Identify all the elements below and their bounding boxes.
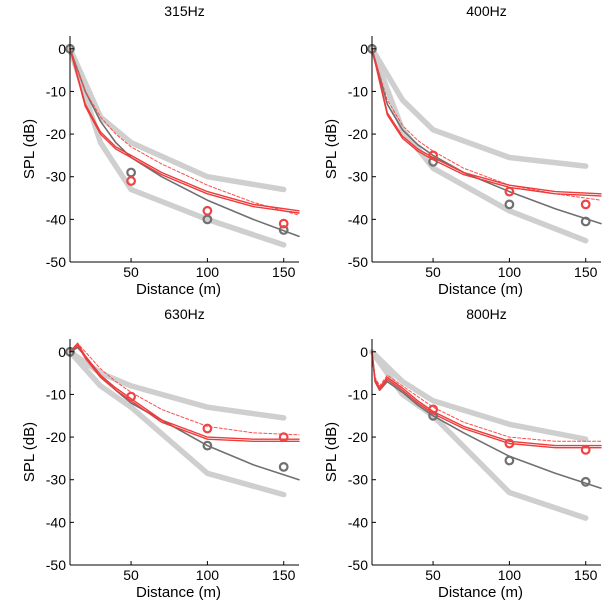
y-tick-label: -40 xyxy=(46,211,66,227)
x-tick-label: 150 xyxy=(574,264,598,280)
red-marker xyxy=(504,438,515,449)
series-red-solid-1 xyxy=(371,48,602,195)
series-group xyxy=(65,342,300,498)
y-tick-label: -30 xyxy=(46,472,66,488)
y-tick-label: 0 xyxy=(360,41,368,57)
chart-panel-630hz: 630Hz 0 -10 -20 -30 -40 -50 50 100 150 Distance (m… xyxy=(21,306,300,601)
x-tick-label: 100 xyxy=(196,567,220,583)
series-envelope-upper xyxy=(67,46,287,193)
gray-marker xyxy=(580,476,591,487)
y-tick-label: -50 xyxy=(46,254,66,270)
chart-panel-315hz: 315Hz 0 -10 -20 -30 -40 -50 50 100 150 Distance (m… xyxy=(21,3,300,298)
chart-title: 400Hz xyxy=(466,3,506,19)
gray-marker xyxy=(428,410,439,421)
y-tick-label: -20 xyxy=(46,429,66,445)
y-axis-label: SPL (dB) xyxy=(323,119,340,179)
red-marker xyxy=(202,423,213,434)
red-marker xyxy=(126,176,137,186)
chart-panel-800hz: 800Hz 0 -10 -20 -30 -40 -50 50 100 150 Distance (m… xyxy=(323,306,602,601)
x-tick-label: 100 xyxy=(196,264,220,280)
gray-marker xyxy=(428,156,439,167)
series-red-dashed xyxy=(69,342,300,436)
series-red-solid-1 xyxy=(69,48,300,212)
y-tick-label: -20 xyxy=(348,126,368,142)
gray-marker xyxy=(278,462,289,472)
x-tick-label: 100 xyxy=(498,264,522,280)
x-axis-label: Distance (m) xyxy=(438,584,523,601)
y-tick-label: 0 xyxy=(58,344,66,360)
red-marker xyxy=(278,432,289,443)
series-envelope-lower xyxy=(67,46,287,248)
y-tick-label: -50 xyxy=(46,557,66,573)
x-tick-label: 50 xyxy=(123,567,139,583)
series-envelope-lower xyxy=(67,349,287,498)
x-axis-label: Distance (m) xyxy=(136,281,221,298)
x-tick-label: 150 xyxy=(272,567,296,583)
x-axis-label: Distance (m) xyxy=(438,281,523,298)
series-gray-line xyxy=(371,47,602,225)
series-red-dashed xyxy=(371,351,602,442)
chart-title: 630Hz xyxy=(164,306,204,322)
series-red-solid-1 xyxy=(69,342,300,440)
y-tick-label: -40 xyxy=(348,514,368,530)
y-tick-label: 0 xyxy=(58,41,66,57)
y-tick-label: -20 xyxy=(348,429,368,445)
red-marker xyxy=(126,391,137,402)
series-group xyxy=(65,43,300,248)
red-marker xyxy=(428,150,439,161)
series-red-solid-1 xyxy=(371,351,602,447)
gray-marker xyxy=(504,199,515,210)
red-marker xyxy=(580,199,591,210)
y-tick-label: -20 xyxy=(46,126,66,142)
series-envelope-upper xyxy=(67,349,287,421)
y-axis-label: SPL (dB) xyxy=(21,422,38,482)
y-tick-label: -10 xyxy=(348,83,368,99)
y-tick-label: -50 xyxy=(348,254,368,270)
chart-panel-400hz: 400Hz 0 -10 -20 -30 -40 -50 50 100 150 Distance (m… xyxy=(323,3,602,298)
gray-marker xyxy=(504,455,515,466)
series-red-solid-2 xyxy=(69,48,300,214)
red-marker xyxy=(202,205,213,216)
red-marker xyxy=(428,404,439,415)
x-axis-label: Distance (m) xyxy=(136,584,221,601)
chart-title: 315Hz xyxy=(164,3,204,19)
y-tick-label: -40 xyxy=(46,514,66,530)
y-tick-label: -50 xyxy=(348,557,368,573)
y-axis-label: SPL (dB) xyxy=(323,422,340,482)
gray-marker xyxy=(126,167,137,178)
x-tick-label: 50 xyxy=(425,567,441,583)
gray-marker xyxy=(278,225,289,235)
y-tick-label: -10 xyxy=(46,83,66,99)
series-red-solid-2 xyxy=(69,344,300,442)
y-tick-label: -10 xyxy=(46,386,66,402)
x-tick-label: 50 xyxy=(123,264,139,280)
x-tick-label: 150 xyxy=(574,567,598,583)
y-tick-label: -30 xyxy=(46,169,66,185)
y-tick-label: -30 xyxy=(348,169,368,185)
series-envelope-lower xyxy=(369,46,589,244)
red-marker xyxy=(504,186,515,197)
y-tick-label: 0 xyxy=(360,344,368,360)
series-group xyxy=(367,43,602,244)
series-red-dashed xyxy=(69,48,300,216)
chart-title: 800Hz xyxy=(466,306,506,322)
y-tick-label: -40 xyxy=(348,211,368,227)
x-tick-label: 150 xyxy=(272,264,296,280)
gray-marker xyxy=(580,216,591,227)
red-marker xyxy=(580,445,591,455)
series-red-dashed xyxy=(371,48,602,201)
series-envelope-upper xyxy=(369,46,589,169)
series-red-solid-2 xyxy=(371,351,602,449)
series-envelope-upper xyxy=(369,349,589,442)
x-tick-label: 100 xyxy=(498,567,522,583)
gray-marker xyxy=(202,440,213,451)
red-marker xyxy=(278,218,289,229)
series-group xyxy=(369,349,602,521)
y-tick-label: -10 xyxy=(348,386,368,402)
y-axis-label: SPL (dB) xyxy=(21,119,38,179)
series-red-solid-2 xyxy=(371,48,602,197)
x-tick-label: 50 xyxy=(425,264,441,280)
y-tick-label: -30 xyxy=(348,472,368,488)
